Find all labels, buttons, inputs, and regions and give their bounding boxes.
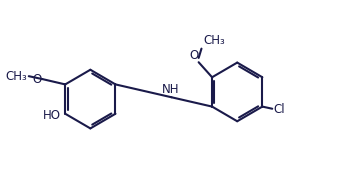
Text: HO: HO [43,109,61,122]
Text: NH: NH [162,83,180,96]
Text: CH₃: CH₃ [203,34,225,47]
Text: Cl: Cl [274,103,285,116]
Text: O: O [33,73,42,86]
Text: CH₃: CH₃ [5,70,27,83]
Text: O: O [189,49,198,62]
